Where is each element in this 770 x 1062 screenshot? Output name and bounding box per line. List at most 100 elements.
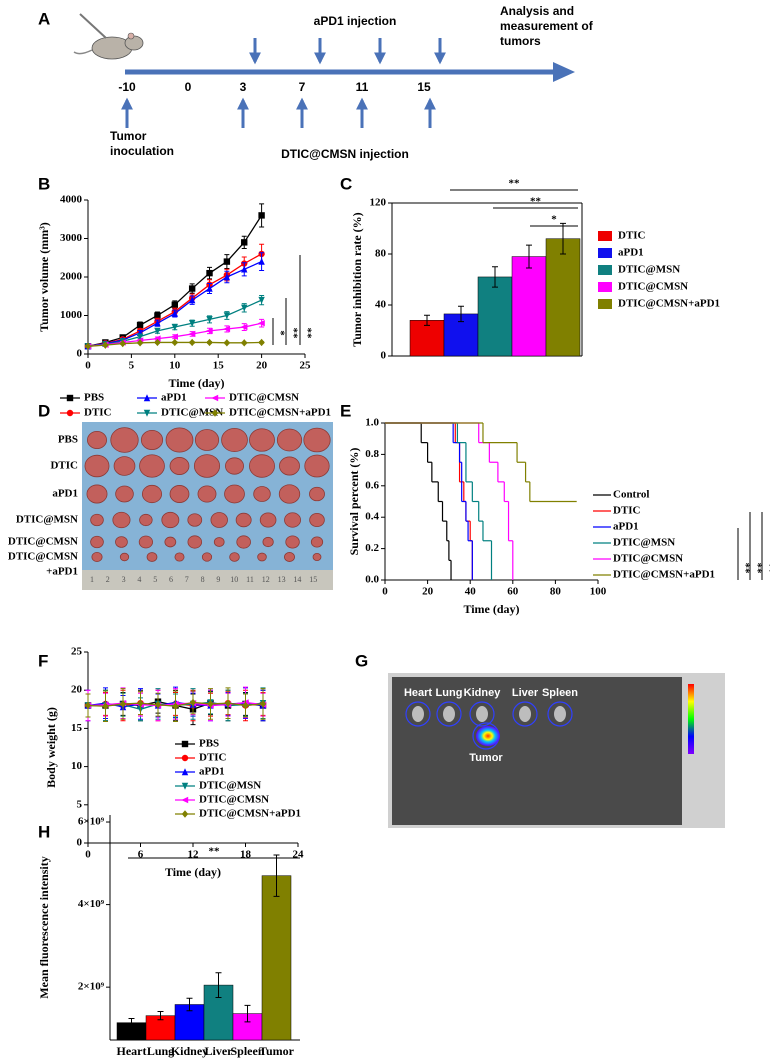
marker xyxy=(188,320,196,327)
y-tick-label: 2×10⁹ xyxy=(78,981,105,993)
row-label: PBS xyxy=(58,434,78,446)
tumor-photo xyxy=(285,535,300,549)
tumor-photo xyxy=(224,484,245,504)
tumor-photo xyxy=(140,429,164,451)
marker xyxy=(241,265,248,273)
ruler-number: 7 xyxy=(185,575,189,584)
tumor-photo xyxy=(253,486,271,502)
marker xyxy=(171,301,178,308)
marker xyxy=(154,312,161,319)
marker xyxy=(241,304,248,312)
marker xyxy=(171,309,178,317)
y-tick-label: 6×10⁹ xyxy=(78,816,105,828)
legend-label: DTIC@CMSN+aPD1 xyxy=(618,298,720,310)
x-tick-label: Tumor xyxy=(259,1044,295,1058)
day-label: 15 xyxy=(417,80,431,94)
x-tick-label: 5 xyxy=(129,360,135,372)
x-tick-label: 100 xyxy=(590,586,607,598)
marker xyxy=(242,701,249,710)
x-tick-label: 80 xyxy=(550,586,562,598)
ruler-number: 10 xyxy=(230,575,238,584)
tumor-photo xyxy=(284,552,295,562)
x-tick-label: Kidney xyxy=(171,1044,208,1058)
y-tick-label: 20 xyxy=(71,684,83,696)
y-tick-label: 1.0 xyxy=(365,417,379,429)
x-axis-title: Time (day) xyxy=(168,376,224,390)
marker xyxy=(181,754,189,762)
significance-label: * xyxy=(274,330,286,336)
marker xyxy=(223,339,231,347)
error-bar xyxy=(215,972,222,998)
marker xyxy=(224,699,232,707)
marker xyxy=(171,338,178,347)
x-tick-label: Liver xyxy=(205,1044,234,1058)
bar xyxy=(511,256,547,357)
roi xyxy=(436,701,462,727)
y-tick-label: 0.6 xyxy=(365,479,379,491)
y-tick-label: 15 xyxy=(71,722,83,734)
y-tick-label: 4×10⁹ xyxy=(78,898,105,910)
significance-label: ** xyxy=(509,178,521,190)
end-label: measurement of xyxy=(500,19,594,33)
tumor-photo xyxy=(90,535,104,549)
legend-label: DTIC@MSN xyxy=(161,407,223,419)
end-label: Analysis and xyxy=(500,4,574,18)
marker xyxy=(241,339,248,347)
tumor-photo xyxy=(276,428,303,452)
organ xyxy=(412,706,424,722)
organ-label: Lung xyxy=(436,687,463,699)
legend-label: DTIC xyxy=(613,505,641,517)
organ xyxy=(554,706,566,722)
tumor-photo xyxy=(262,536,274,548)
y-tick-label: 2000 xyxy=(60,271,83,283)
error-bar xyxy=(526,244,532,269)
significance-label: ** xyxy=(739,563,751,575)
tumor-photo xyxy=(235,512,252,528)
row-label: DTIC xyxy=(50,460,78,472)
legend-label: DTIC@CMSN xyxy=(613,553,683,565)
marker xyxy=(257,320,265,327)
end-label: tumors xyxy=(500,34,541,48)
ruler-number: 13 xyxy=(278,575,286,584)
marker xyxy=(153,335,161,342)
y-axis-title: Body weight (g) xyxy=(44,707,58,788)
ruler-number: 11 xyxy=(246,575,254,584)
marker xyxy=(172,702,179,710)
organ xyxy=(443,706,455,722)
significance-label: ** xyxy=(763,563,770,575)
marker xyxy=(223,258,231,265)
x-tick-label: 40 xyxy=(465,586,477,598)
significance-label: ** xyxy=(751,563,763,575)
x-tick-label: Heart xyxy=(117,1044,147,1058)
legend-label: DTIC@MSN xyxy=(613,537,675,549)
marker xyxy=(102,702,109,710)
marker xyxy=(154,338,161,347)
ruler-number: 15 xyxy=(309,575,317,584)
roi xyxy=(512,701,538,727)
error-bar xyxy=(157,1011,164,1021)
error-bar xyxy=(273,854,280,897)
x-tick-label: Lung xyxy=(147,1044,174,1058)
tumor-photo xyxy=(309,512,325,528)
significance-label: ** xyxy=(530,196,542,208)
marker xyxy=(181,796,189,804)
y-tick-label: 4000 xyxy=(60,194,83,206)
significance-label: * xyxy=(551,214,557,226)
organ-label: Liver xyxy=(512,687,539,699)
legend-label: DTIC xyxy=(618,230,646,242)
row-label: +aPD1 xyxy=(46,566,78,578)
marker xyxy=(84,342,92,350)
error-bar xyxy=(458,305,464,323)
marker xyxy=(154,327,161,335)
y-axis-title: Survival percent (%) xyxy=(347,448,361,556)
significance-label: ** xyxy=(301,328,313,340)
tumor-photo xyxy=(249,428,275,452)
tumor-photo xyxy=(87,430,108,450)
x-tick-label: Spleen xyxy=(230,1044,264,1058)
ruler-number: 6 xyxy=(169,575,173,584)
tumor-photo xyxy=(225,457,244,475)
tumor-photo xyxy=(115,485,134,503)
marker xyxy=(223,273,231,281)
tumor-photo xyxy=(312,553,322,561)
y-tick-label: 3000 xyxy=(60,232,83,244)
